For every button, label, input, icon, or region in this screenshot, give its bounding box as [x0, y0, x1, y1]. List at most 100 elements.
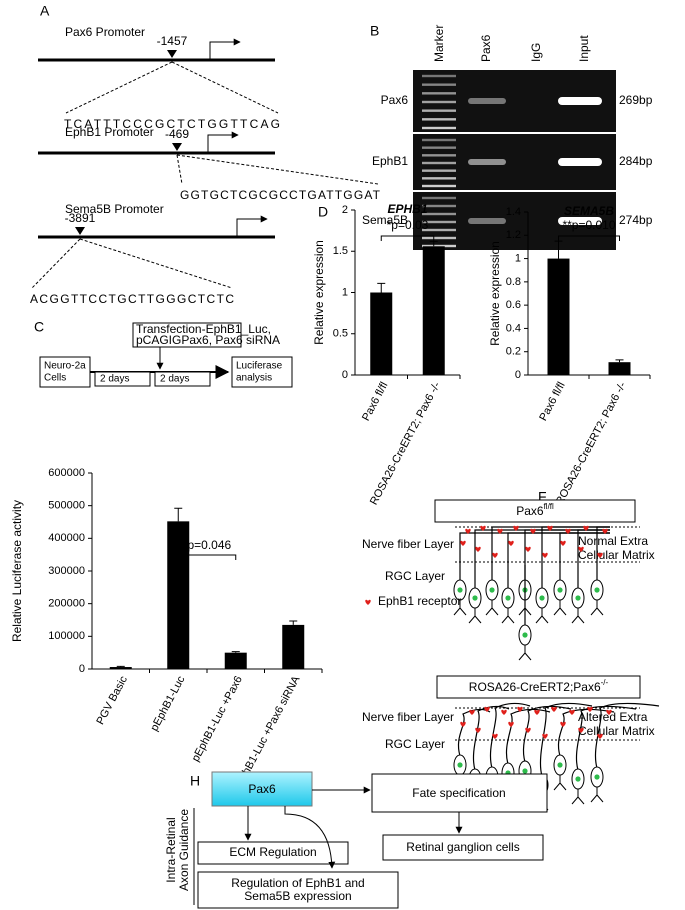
dendrite: [590, 599, 604, 616]
layer-label: RGC Layer: [385, 569, 445, 583]
dendrite: [485, 599, 499, 616]
error-bar: [231, 651, 240, 653]
promoter-name: EphB1 Promoter: [65, 125, 154, 139]
gel-band: [422, 154, 456, 157]
y-tick-label: 100000: [48, 630, 85, 642]
axon: [575, 705, 637, 771]
nucleus: [522, 768, 528, 774]
axon: [558, 708, 615, 757]
bar: [608, 362, 631, 375]
bar: [422, 246, 445, 375]
receptor: [497, 528, 503, 534]
regulator: Pax6: [248, 782, 276, 796]
y-tick-label: 0: [79, 663, 85, 675]
gel-lane-label: Marker: [432, 25, 446, 62]
y-tick-label: 200000: [48, 598, 85, 610]
promoter-name: Pax6 Promoter: [65, 25, 145, 39]
axon: [506, 708, 551, 765]
line: [176, 154, 379, 185]
box: [436, 675, 641, 699]
panel-label: D: [318, 204, 328, 220]
receptor: [542, 552, 548, 558]
workflow-cells: Cells: [44, 373, 66, 384]
fate: Fate specification: [412, 786, 505, 800]
site-position: -3891: [65, 211, 96, 225]
nucleus: [505, 595, 511, 601]
gel-band: [422, 74, 456, 78]
chart-title: SEMA5B: [564, 204, 614, 218]
gel-band: [422, 118, 456, 121]
error-bar: [615, 359, 624, 363]
y-axis-label: Relative expression: [488, 241, 502, 346]
bar: [109, 667, 132, 669]
receptor: [560, 540, 566, 546]
y-tick-label: 1.4: [506, 206, 521, 218]
significance-bracket: [558, 235, 620, 241]
receptor: [475, 546, 481, 552]
y-tick-label: 400000: [48, 532, 85, 544]
y-tick-label: 0.8: [506, 276, 521, 288]
box: [382, 834, 544, 861]
band-size: 269bp: [619, 93, 653, 107]
gel-band: [422, 228, 456, 232]
matrix-label: Cellular Matrix: [578, 724, 655, 738]
gel-band: [422, 138, 456, 142]
annotation: *p=0.03: [387, 218, 429, 232]
y-tick-label: 0.6: [506, 299, 521, 311]
receptor: [517, 706, 523, 712]
y-tick-label: 0: [342, 369, 348, 381]
genotype: Pax6fl/fl: [516, 502, 554, 518]
panel-label: H: [190, 773, 200, 789]
nucleus: [522, 632, 528, 638]
receptor: [565, 528, 571, 534]
gel-band: [422, 220, 456, 224]
y-tick-label: 1: [342, 286, 348, 298]
layer-label: RGC Layer: [385, 737, 445, 751]
chart-title: EPHB1: [387, 202, 427, 216]
panel-label: B: [370, 23, 379, 39]
y-tick-label: 2: [342, 204, 348, 216]
gel-band: [422, 204, 456, 208]
box: [211, 771, 313, 807]
guidance-item: Sema5B expression: [244, 889, 351, 903]
genotype-name: Pax6: [516, 504, 544, 518]
line: [176, 154, 183, 185]
treatment: Transfection-EphB1_Luc,: [136, 322, 271, 336]
receptor: [578, 546, 584, 552]
line: [31, 238, 81, 289]
gel-band: [558, 158, 602, 166]
receptor: [587, 706, 593, 712]
gel-band: [422, 83, 456, 86]
tss-arrow: [207, 131, 239, 153]
treatment: pCAGIGPax6, Pax6 siRNA: [136, 333, 280, 347]
layer-label: Nerve fiber Layer: [362, 710, 454, 724]
line: [79, 238, 233, 289]
axon: [577, 529, 610, 589]
receptor: [583, 525, 589, 531]
nucleus: [489, 587, 495, 593]
gel-band: [422, 212, 456, 216]
matrix-label: Cellular Matrix: [578, 548, 655, 562]
receptor: [365, 599, 371, 605]
error-bar: [174, 507, 183, 522]
dendrite: [571, 788, 585, 805]
guidance-item: ECM Regulation: [229, 845, 316, 859]
y-tick-label: 500000: [48, 500, 85, 512]
y-tick-label: 1: [515, 252, 521, 264]
gel-band: [558, 97, 602, 105]
receptor: [602, 528, 608, 534]
x-tick-label: PGV Basic: [94, 674, 130, 727]
guidance-label: Intra-Retinal: [164, 817, 178, 882]
dendrite: [468, 607, 482, 624]
y-tick-label: 1.5: [333, 245, 348, 257]
receptor: [475, 727, 481, 733]
site-marker: [75, 227, 85, 235]
bar: [224, 652, 247, 669]
dendrite: [590, 786, 604, 803]
significance-bracket: [380, 235, 435, 241]
gel-band: [468, 159, 506, 165]
receptor: [460, 721, 466, 727]
receptor: [480, 525, 486, 531]
receptor: [551, 706, 557, 712]
gel-band: [422, 184, 456, 188]
